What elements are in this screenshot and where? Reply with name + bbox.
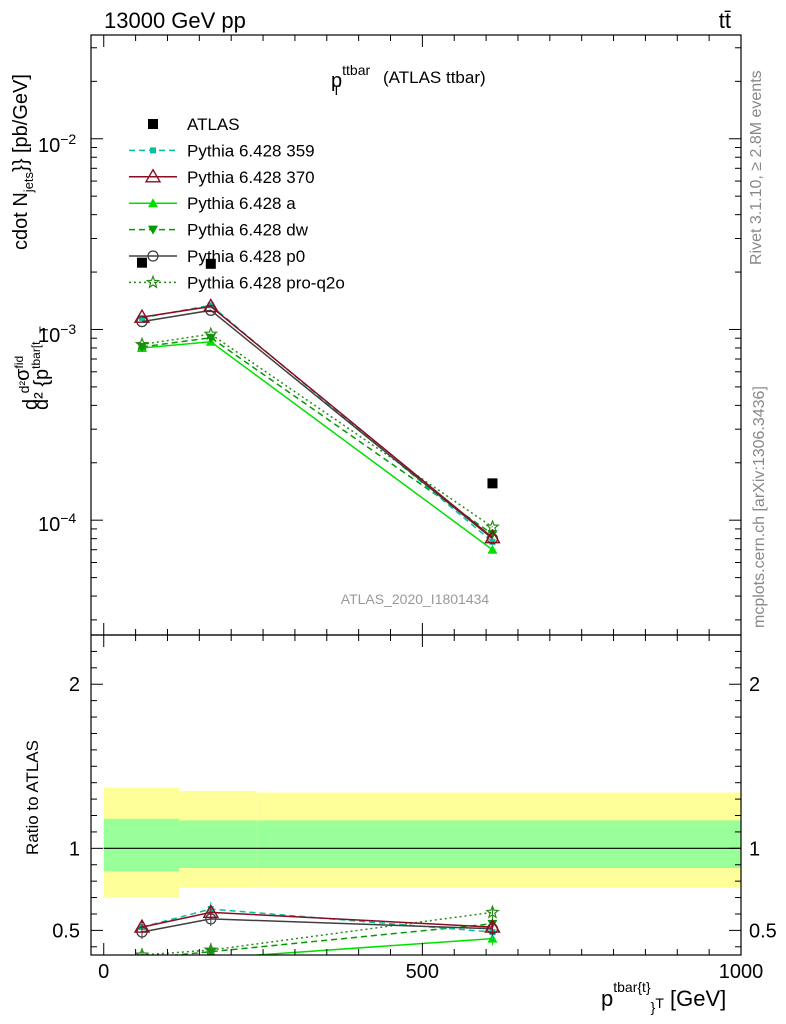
legend-marker-pdw: [148, 225, 158, 235]
ratio-y-tick-label-right: 0.5: [749, 920, 777, 942]
header-energy: 13000 GeV pp: [104, 8, 246, 33]
y-axis-label-ratio: Ratio to ATLAS: [23, 740, 42, 855]
svg-text:cdot Njets}} [pb/GeV]: cdot Njets}} [pb/GeV]: [10, 74, 36, 250]
ratio-y-tick-label: 0.5: [52, 920, 80, 942]
ratio-point-p370-2: [484, 918, 501, 933]
legend-label-pq2o: Pythia 6.428 pro-q2o: [187, 273, 345, 292]
legend-entry-pa: Pythia 6.428 a: [129, 194, 296, 213]
legend-entry-p370: Pythia 6.428 370: [129, 168, 315, 187]
data-point-atlas-1: [205, 258, 216, 269]
series-line-pp0: [141, 309, 493, 540]
ratio-bands: [103, 787, 741, 898]
ratio-line-pa: [246, 937, 493, 955]
ratio-series-p370: [133, 903, 501, 935]
data-point-pq2o-1: [203, 326, 219, 341]
chart-title-suffix: (ATLAS ttbar): [383, 68, 486, 87]
legend-label-pa: Pythia 6.428 a: [187, 194, 296, 213]
ratio-point-p370-1: [202, 903, 220, 919]
analysis-watermark: ATLAS_2020_I1801434: [341, 591, 490, 607]
svg-text:ptbar{t}}T [GeV]: ptbar{t}}T [GeV]: [601, 979, 726, 1015]
axis-ticks: 0.5 0.5 1 1 2 2 0 500 1000: [52, 35, 777, 983]
ratio-point-pq2o-2: [485, 904, 500, 919]
rivet-label: Rivet 3.1.10, ≥ 2.8M events: [748, 70, 765, 265]
y-tick-label-1e-3: 10−3: [38, 321, 76, 347]
data-point-atlas-0: [136, 257, 147, 268]
data-point-pdw-2: [487, 530, 498, 540]
ratio-plot-area: [133, 902, 501, 967]
x-tick-label: 1000: [719, 961, 764, 983]
ratio-point-pq2o-0: [134, 947, 150, 955]
series-line-pq2o: [141, 333, 493, 528]
series-pp0: [136, 304, 499, 545]
data-point-p370-2: [484, 529, 501, 544]
legend-entry-pdw: Pythia 6.428 dw: [129, 221, 309, 240]
series-pdw: [136, 333, 498, 540]
legend-entry-atlas: ATLAS: [148, 115, 240, 134]
ratio-y-tick-label: 2: [69, 674, 80, 696]
legend-marker-p359: [150, 147, 156, 154]
x-axis-label: ptbar{t}}T [GeV]: [601, 979, 726, 1015]
ratio-point-p370-0: [133, 918, 151, 933]
ratio-point-pdw-0: [136, 954, 147, 955]
ratio-line-p359: [141, 908, 493, 933]
data-point-pa-2: [487, 544, 498, 554]
chart-title: pttbar T (ATLAS ttbar): [331, 62, 486, 98]
data-point-p370-1: [202, 298, 220, 313]
series-pa: [136, 336, 498, 554]
ratio-frame: [90, 634, 742, 956]
ratio-series-p359: [138, 902, 496, 940]
ratio-point-pa-0: [137, 958, 147, 967]
band-inner-1: [178, 820, 257, 869]
legend-label-p370: Pythia 6.428 370: [187, 168, 315, 187]
legend-marker-atlas: [148, 119, 158, 129]
ratio-line-pp0: [141, 918, 493, 933]
series-line-p359: [141, 304, 493, 543]
band-inner-2: [256, 820, 741, 869]
legend-marker-pp0: [147, 250, 159, 262]
ratio-line-pdw: [168, 923, 493, 955]
y-tick-label-1e-4: 10−4: [38, 510, 76, 536]
mcplots-label: mcplots.cern.ch [arXiv:1306.3436]: [751, 386, 768, 628]
x-tick-label: 500: [406, 961, 439, 983]
legend-label-pp0: Pythia 6.428 p0: [187, 247, 305, 266]
legend-label-p359: Pythia 6.428 359: [187, 141, 315, 160]
svg-text:d d²σfid: d d²σfid: [12, 356, 42, 410]
ratio-y-tick-label-right: 2: [749, 674, 760, 696]
ratio-series-pa: [137, 931, 498, 967]
data-point-p370-0: [133, 308, 151, 323]
y-axis-label-main: d d²σfid d² {ptbar[tT cdot Njets}} [pb/G…: [10, 74, 53, 410]
legend-entry-p359: Pythia 6.428 359: [129, 141, 315, 160]
series-line-pdw: [141, 336, 493, 535]
series-line-pa: [141, 340, 493, 551]
series-line-p370: [141, 305, 493, 539]
legend-entry-pp0: Pythia 6.428 p0: [129, 247, 305, 266]
legend-marker-p370: [144, 168, 162, 183]
svg-text:d² {ptbar[tT: d² {ptbar[tT: [29, 325, 53, 410]
data-point-p359-0: [138, 314, 145, 321]
header-process: tt̄: [719, 8, 731, 33]
ratio-y-tick-label-right: 1: [749, 838, 760, 860]
legend-marker-pq2o: [145, 274, 161, 289]
series-atlas: [136, 257, 498, 489]
data-point-p359-2: [489, 538, 496, 545]
ratio-y-tick-label: 1: [69, 838, 80, 860]
legend-entry-pq2o: Pythia 6.428 pro-q2o: [129, 273, 345, 292]
series-p359: [138, 302, 496, 545]
legend-label-pdw: Pythia 6.428 dw: [187, 221, 309, 240]
x-tick-label: 0: [98, 961, 109, 983]
legend-marker-pa: [148, 198, 158, 208]
ratio-line-pq2o: [141, 911, 493, 955]
main-plot-area: [133, 257, 501, 554]
y-tick-labels-main: 10−4 10−3 10−2: [38, 131, 76, 536]
legend-label-atlas: ATLAS: [187, 115, 240, 134]
data-point-atlas-2: [487, 478, 498, 489]
legend: ATLAS Pythia 6.428 359 Pythia 6.428 370 Pyt…: [129, 115, 345, 292]
data-point-pq2o-0: [134, 336, 150, 351]
series-p370: [133, 298, 501, 544]
y-tick-label-1e-2: 10−2: [38, 131, 76, 157]
band-inner-0: [103, 818, 179, 872]
ratio-point-pq2o-1: [203, 942, 219, 955]
